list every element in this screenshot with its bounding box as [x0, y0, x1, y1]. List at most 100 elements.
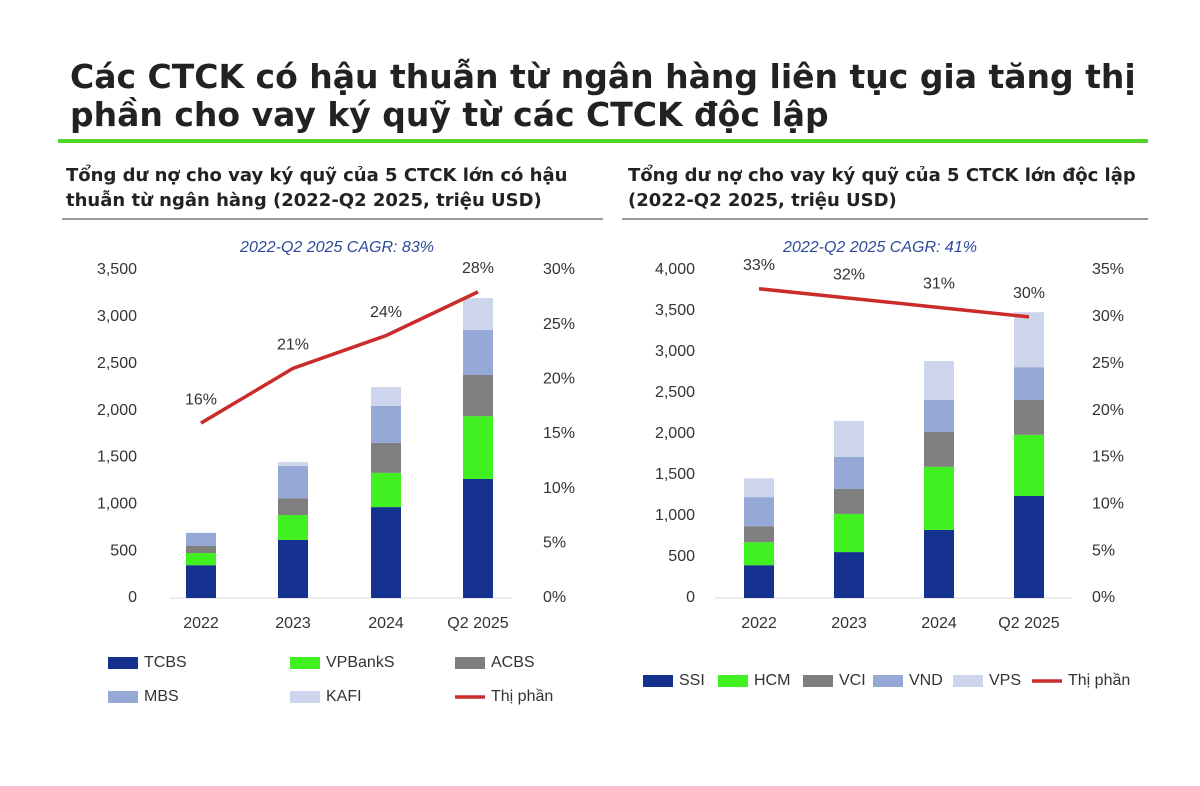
y2-tick-label: 5% [543, 535, 566, 552]
legend-swatch [718, 675, 748, 687]
bar-segment [924, 361, 954, 400]
y-tick-label: 1,000 [97, 496, 137, 513]
bar-segment [371, 405, 401, 443]
y2-tick-label: 15% [1092, 449, 1124, 466]
legend-label: VCI [839, 672, 866, 689]
bar-segment [371, 387, 401, 406]
data-label: 32% [833, 266, 865, 283]
bar-segment [924, 399, 954, 432]
legend-label: SSI [679, 672, 705, 689]
data-label: 28% [462, 260, 494, 277]
bar-segment [278, 539, 308, 598]
y-tick-label: 1,500 [655, 466, 695, 483]
y2-tick-label: 0% [1092, 589, 1115, 606]
legend-swatch [108, 657, 138, 669]
bar-segment [186, 565, 216, 598]
data-label: 21% [277, 337, 309, 354]
bar-segment [371, 472, 401, 508]
bar-segment [834, 420, 864, 457]
bar-segment [924, 431, 954, 467]
legend-label: TCBS [144, 654, 187, 671]
bar-segment [1014, 367, 1044, 400]
y-tick-label: 3,000 [655, 343, 695, 360]
legend-label: Thị phần [491, 688, 553, 705]
bar-segment [744, 478, 774, 498]
data-label: 24% [370, 304, 402, 321]
bar-segment [834, 456, 864, 489]
legend-label: VND [909, 672, 943, 689]
data-label: 31% [923, 276, 955, 293]
bar-segment [371, 442, 401, 473]
legend-label: ACBS [491, 654, 535, 671]
y2-tick-label: 10% [543, 480, 575, 497]
x-tick-label: 2023 [275, 615, 311, 632]
legend-swatch [108, 691, 138, 703]
x-tick-label: 2023 [831, 615, 867, 632]
bar-segment [463, 329, 493, 375]
annotation: 2022-Q2 2025 CAGR: 41% [782, 239, 977, 256]
y2-tick-label: 25% [1092, 355, 1124, 372]
bar-segment [186, 553, 216, 566]
legend-label: HCM [754, 672, 790, 689]
legend-label: Thị phần [1068, 672, 1130, 689]
bar-segment [278, 465, 308, 499]
legend-swatch [290, 691, 320, 703]
y-tick-label: 3,500 [655, 302, 695, 319]
bar-segment [744, 542, 774, 566]
chart-title: Tổng dư nợ cho vay ký quỹ của 5 CTCK lớn… [628, 165, 1136, 211]
y-tick-label: 0 [686, 589, 695, 606]
legend-swatch [643, 675, 673, 687]
y2-tick-label: 15% [543, 425, 575, 442]
legend-swatch [873, 675, 903, 687]
y-tick-label: 2,500 [655, 384, 695, 401]
bar-segment [744, 565, 774, 598]
legend-label: MBS [144, 688, 179, 705]
x-tick-label: Q2 2025 [447, 615, 508, 632]
y-tick-label: 2,000 [655, 425, 695, 442]
bar-segment [744, 526, 774, 543]
y2-tick-label: 5% [1092, 542, 1115, 559]
y-tick-label: 3,500 [97, 261, 137, 278]
bar-segment [186, 545, 216, 554]
y2-tick-label: 0% [543, 589, 566, 606]
y-tick-label: 1,500 [97, 449, 137, 466]
data-label: 16% [185, 391, 217, 408]
legend-label: VPS [989, 672, 1021, 689]
chart-title: Tổng dư nợ cho vay ký quỹ của 5 CTCK lớn… [66, 165, 568, 211]
x-tick-label: 2024 [921, 615, 957, 632]
y2-tick-label: 25% [543, 316, 575, 333]
y2-tick-label: 20% [543, 371, 575, 388]
y-tick-label: 2,000 [97, 402, 137, 419]
data-label: 30% [1013, 285, 1045, 302]
legend-label: VPBankS [326, 654, 394, 671]
bar-segment [744, 497, 774, 527]
bar-segment [1014, 312, 1044, 368]
x-tick-label: Q2 2025 [998, 615, 1059, 632]
bar-segment [463, 374, 493, 417]
bar-segment [834, 513, 864, 553]
share-line [758, 287, 1030, 319]
bar-segment [1014, 434, 1044, 496]
y2-tick-label: 10% [1092, 496, 1124, 513]
bar-segment [924, 466, 954, 530]
y-tick-label: 1,000 [655, 507, 695, 524]
annotation: 2022-Q2 2025 CAGR: 83% [239, 239, 434, 256]
y-tick-label: 3,000 [97, 308, 137, 325]
legend-label: KAFI [326, 688, 362, 705]
page-title: Các CTCK có hậu thuẫn từ ngân hàng liên … [70, 57, 1136, 134]
bar-segment [371, 507, 401, 598]
share-line [200, 290, 479, 425]
legend-swatch [290, 657, 320, 669]
bar-segment [924, 529, 954, 598]
bar-segment [463, 298, 493, 330]
y-tick-label: 500 [668, 548, 695, 565]
x-tick-label: 2022 [183, 615, 219, 632]
x-tick-label: 2022 [741, 615, 777, 632]
bar-segment [278, 462, 308, 466]
y2-tick-label: 30% [543, 261, 575, 278]
legend-swatch [953, 675, 983, 687]
data-label: 33% [743, 257, 775, 274]
bar-segment [463, 478, 493, 598]
